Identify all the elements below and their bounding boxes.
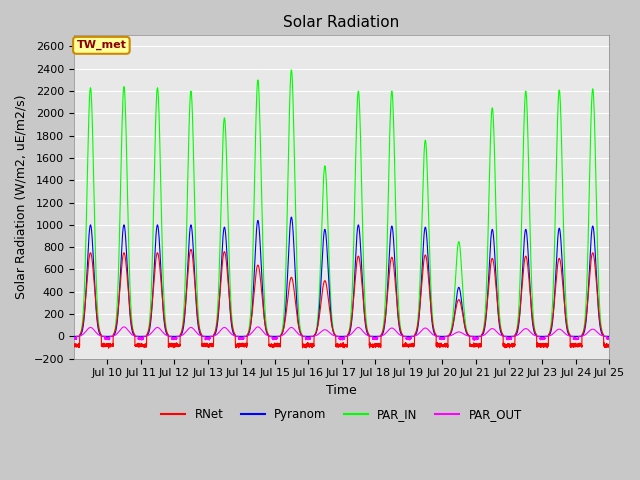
Text: TW_met: TW_met <box>76 40 126 50</box>
Legend: RNet, Pyranom, PAR_IN, PAR_OUT: RNet, Pyranom, PAR_IN, PAR_OUT <box>157 403 527 426</box>
Y-axis label: Solar Radiation (W/m2, uE/m2/s): Solar Radiation (W/m2, uE/m2/s) <box>15 95 28 299</box>
X-axis label: Time: Time <box>326 384 357 397</box>
Title: Solar Radiation: Solar Radiation <box>284 15 400 30</box>
